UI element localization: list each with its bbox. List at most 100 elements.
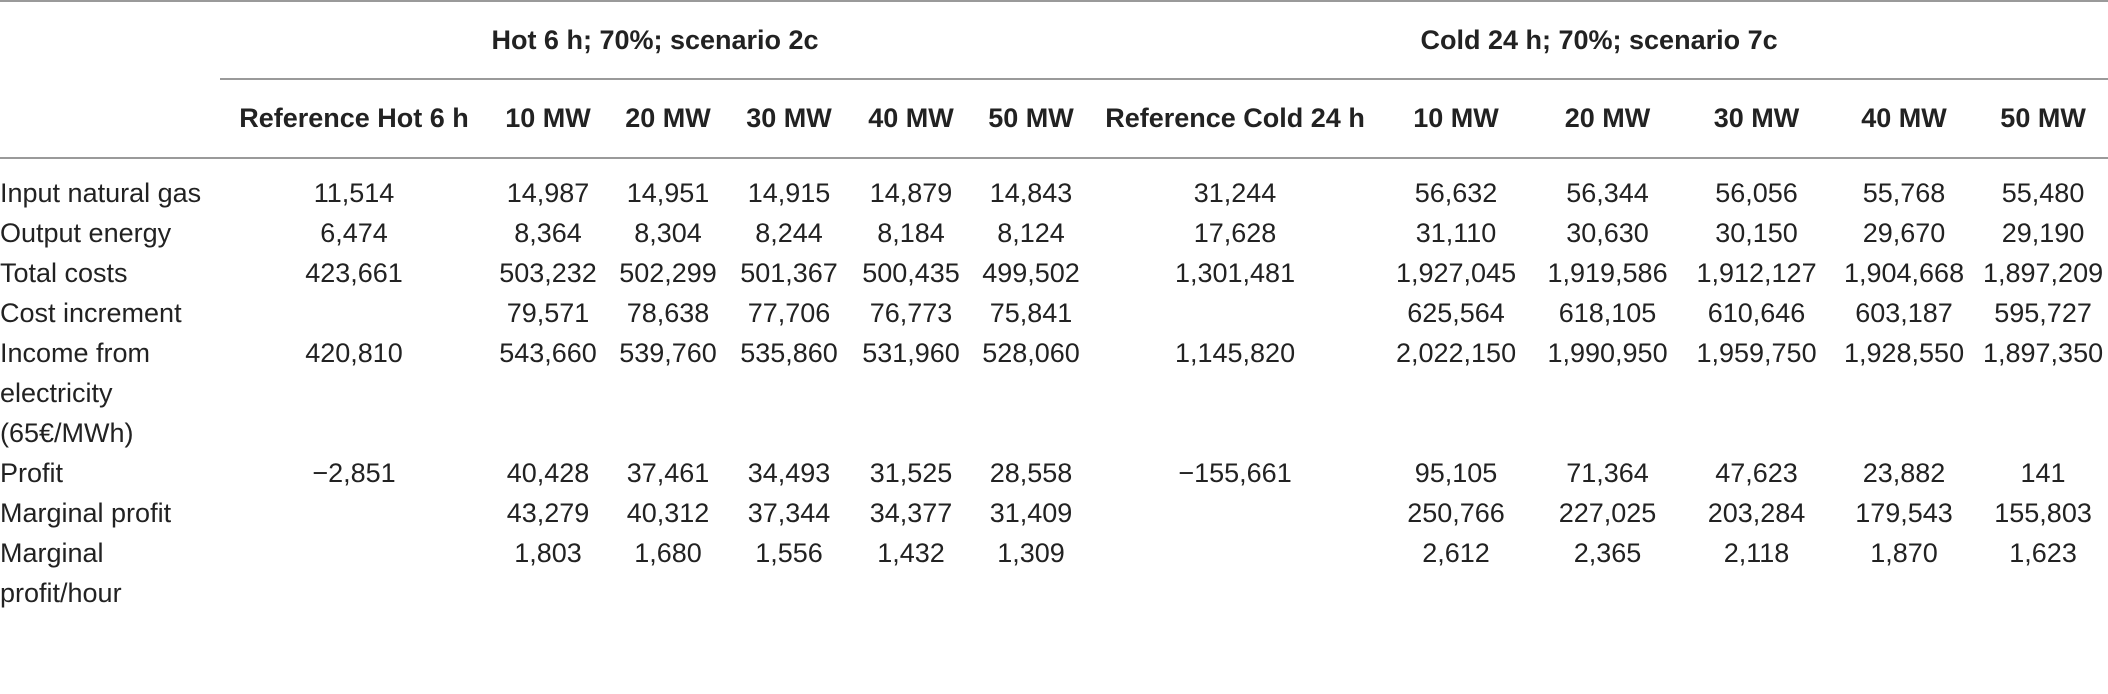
table-cell: 528,060: [982, 338, 1080, 368]
table-cell: 8,184: [877, 218, 945, 248]
table-cell: 8,124: [997, 218, 1065, 248]
table-cell: 8,244: [755, 218, 823, 248]
table-row: Input natural gas 11,514 14,987 14,951 14,91…: [0, 158, 2108, 213]
table-cell: 6,474: [320, 218, 388, 248]
table-row: Marginal profit 43,279 40,312 37,344 34,377 3…: [0, 493, 2108, 533]
column-header: Reference Cold 24 h: [1090, 79, 1381, 159]
table-cell: 34,377: [869, 498, 953, 528]
table-cell: 28,558: [989, 458, 1073, 488]
table-cell: 14,915: [747, 178, 831, 208]
column-header: 20 MW: [1532, 79, 1684, 159]
table-cell: 56,056: [1715, 178, 1798, 208]
column-header: 40 MW: [1830, 79, 1979, 159]
table-cell: 1,623: [2009, 538, 2077, 568]
table-cell: 75,841: [989, 298, 1073, 328]
table-cell: 2,022,150: [1395, 338, 1517, 368]
table-cell: [220, 293, 488, 333]
table-cell: 1,680: [634, 538, 702, 568]
row-label: Income from electricity (65€/MWh): [0, 338, 151, 448]
table-cell: 2,612: [1422, 538, 1490, 568]
table-cell: 43,279: [506, 498, 590, 528]
table-cell: 1,928,550: [1843, 338, 1965, 368]
table-cell: 47,623: [1715, 458, 1798, 488]
table-cell: 1,912,127: [1696, 258, 1817, 288]
table-cell: [220, 533, 488, 613]
column-header: 50 MW: [972, 79, 1091, 159]
table-cell: 40,428: [506, 458, 590, 488]
table-cell: 1,904,668: [1843, 258, 1965, 288]
table-cell: 55,768: [1862, 178, 1946, 208]
row-label: Marginal profit: [0, 498, 172, 528]
table-cell: 56,632: [1414, 178, 1498, 208]
table-cell: 37,344: [747, 498, 831, 528]
column-header: 40 MW: [850, 79, 972, 159]
group-header-row: Hot 6 h; 70%; scenario 2c Cold 24 h; 70%…: [0, 0, 2108, 80]
table-cell: 420,810: [305, 338, 403, 368]
data-table: Hot 6 h; 70%; scenario 2c Cold 24 h; 70%…: [0, 0, 2108, 613]
table-cell: 610,646: [1707, 298, 1806, 328]
table-cell: 535,860: [740, 338, 838, 368]
table-cell: 227,025: [1558, 498, 1657, 528]
row-label: Profit: [0, 458, 64, 488]
table-cell: −155,661: [1178, 458, 1292, 488]
table-cell: 77,706: [747, 298, 831, 328]
table-cell: 501,367: [740, 258, 838, 288]
column-header: 10 MW: [1380, 79, 1533, 159]
table-cell: 31,110: [1415, 218, 1497, 248]
group-header-cold: Cold 24 h; 70%; scenario 7c: [1090, 0, 2108, 80]
stub-corner: [0, 0, 220, 79]
column-header: 30 MW: [728, 79, 850, 159]
table-cell: 1,556: [755, 538, 823, 568]
column-header-row: Reference Hot 6 h 10 MW 20 MW 30 MW 40 M…: [0, 79, 2108, 159]
table-cell: 30,150: [1715, 218, 1798, 248]
table-cell: 155,803: [1994, 498, 2092, 528]
table-cell: 1,432: [877, 538, 945, 568]
table-cell: 502,299: [619, 258, 717, 288]
table-cell: 34,493: [747, 458, 831, 488]
table-cell: 203,284: [1707, 498, 1806, 528]
table-cell: 95,105: [1414, 458, 1498, 488]
row-label: Cost increment: [0, 298, 182, 328]
table-cell: [1090, 533, 1380, 613]
table-cell: 8,364: [514, 218, 582, 248]
table-cell: 76,773: [869, 298, 953, 328]
table-cell: 1,897,209: [1982, 258, 2104, 288]
table-cell: 14,987: [506, 178, 590, 208]
table-cell: 1,145,820: [1174, 338, 1296, 368]
column-header: 10 MW: [488, 79, 608, 159]
table-cell: 141: [2020, 458, 2066, 488]
table-cell: 503,232: [499, 258, 597, 288]
table-cell: 37,461: [626, 458, 710, 488]
table-cell: 1,990,950: [1547, 338, 1668, 368]
table-row: Income from electricity (65€/MWh) 420,810…: [0, 333, 2108, 453]
table-cell: 618,105: [1558, 298, 1657, 328]
group-header-hot: Hot 6 h; 70%; scenario 2c: [220, 0, 1091, 80]
column-header: 50 MW: [1978, 79, 2108, 159]
table-cell: 14,879: [869, 178, 953, 208]
table-cell: 1,870: [1870, 538, 1938, 568]
table-cell: 423,661: [305, 258, 403, 288]
table-cell: [1090, 493, 1380, 533]
table-cell: 23,882: [1862, 458, 1946, 488]
table-cell: 1,927,045: [1395, 258, 1517, 288]
table-cell: 499,502: [982, 258, 1080, 288]
table-cell: 17,628: [1193, 218, 1277, 248]
row-label: Marginal profit/hour: [0, 538, 122, 608]
table-cell: 179,543: [1855, 498, 1953, 528]
table-cell: −2,851: [312, 458, 396, 488]
table-cell: 1,803: [514, 538, 582, 568]
table-row: Marginal profit/hour 1,803 1,680 1,556 1,432…: [0, 533, 2108, 613]
table-cell: 543,660: [499, 338, 597, 368]
table-cell: 14,843: [989, 178, 1073, 208]
table-cell: 500,435: [862, 258, 960, 288]
table-body: Input natural gas 11,514 14,987 14,951 14,91…: [0, 158, 2108, 613]
column-header: 30 MW: [1683, 79, 1831, 159]
table-cell: 56,344: [1566, 178, 1649, 208]
table-row: Total costs 423,661 503,232 502,299 501,367 5…: [0, 253, 2108, 293]
table-cell: [220, 493, 488, 533]
table-cell: 31,244: [1193, 178, 1277, 208]
table-cell: 79,571: [506, 298, 590, 328]
table-cell: [1090, 293, 1380, 333]
table-cell: 2,365: [1573, 538, 1642, 568]
row-label: Output energy: [0, 218, 172, 248]
